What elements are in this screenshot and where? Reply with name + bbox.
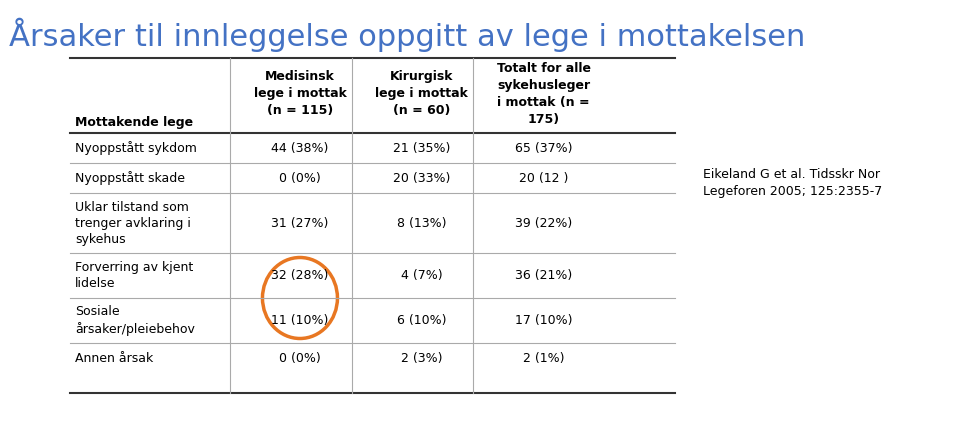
Text: Forverring av kjent
lidelse: Forverring av kjent lidelse [75, 261, 193, 290]
Text: Eikeland G et al. Tidsskr Nor
Legeforen 2005; 125:2355-7: Eikeland G et al. Tidsskr Nor Legeforen … [703, 168, 882, 198]
Text: Mottakende lege: Mottakende lege [75, 116, 193, 129]
Text: 0 (0%): 0 (0%) [279, 172, 321, 185]
Text: 20 (33%): 20 (33%) [394, 172, 450, 185]
Text: 65 (37%): 65 (37%) [515, 142, 572, 155]
Text: Annen årsak: Annen årsak [75, 352, 154, 365]
Text: Sosiale
årsaker/pleiebehov: Sosiale årsaker/pleiebehov [75, 306, 195, 336]
Text: 0 (0%): 0 (0%) [279, 352, 321, 365]
Text: 36 (21%): 36 (21%) [516, 269, 572, 282]
Text: Årsaker til innleggelse oppgitt av lege i mottakelsen: Årsaker til innleggelse oppgitt av lege … [10, 18, 805, 52]
Text: 11 (10%): 11 (10%) [272, 314, 328, 327]
Text: 8 (13%): 8 (13%) [397, 216, 446, 229]
Text: 31 (27%): 31 (27%) [272, 216, 328, 229]
Text: 21 (35%): 21 (35%) [394, 142, 450, 155]
Text: Nyoppstått sykdom: Nyoppstått sykdom [75, 141, 197, 155]
Text: Totalt for alle
sykehusleger
i mottak (n =
175): Totalt for alle sykehusleger i mottak (n… [496, 61, 590, 125]
Text: Uklar tilstand som
trenger avklaring i
sykehus: Uklar tilstand som trenger avklaring i s… [75, 201, 191, 246]
Text: 44 (38%): 44 (38%) [272, 142, 328, 155]
Text: 20 (12 ): 20 (12 ) [519, 172, 568, 185]
Text: 2 (3%): 2 (3%) [401, 352, 443, 365]
Text: 2 (1%): 2 (1%) [523, 352, 564, 365]
Text: 32 (28%): 32 (28%) [272, 269, 328, 282]
Text: 39 (22%): 39 (22%) [516, 216, 572, 229]
Text: Kirurgisk
lege i mottak
(n = 60): Kirurgisk lege i mottak (n = 60) [375, 70, 468, 117]
Text: Medisinsk
lege i mottak
(n = 115): Medisinsk lege i mottak (n = 115) [253, 70, 347, 117]
Text: 17 (10%): 17 (10%) [515, 314, 572, 327]
Text: 4 (7%): 4 (7%) [401, 269, 443, 282]
Text: 6 (10%): 6 (10%) [397, 314, 446, 327]
Text: Nyoppstått skade: Nyoppstått skade [75, 171, 185, 185]
